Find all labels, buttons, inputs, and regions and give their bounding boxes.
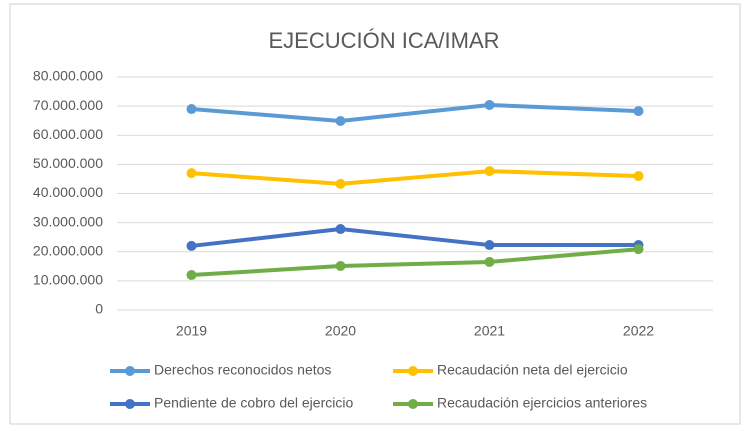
- series-marker: [186, 240, 197, 251]
- series-marker: [484, 99, 495, 110]
- y-tick-label: 70.000.000: [33, 97, 103, 113]
- x-tick-label: 2020: [325, 323, 356, 339]
- y-tick-label: 50.000.000: [33, 155, 103, 171]
- x-tick-label: 2022: [623, 323, 654, 339]
- legend-label: Pendiente de cobro del ejercicio: [154, 395, 353, 411]
- chart-title: EJECUCIÓN ICA/IMAR: [268, 28, 499, 53]
- y-tick-label: 60.000.000: [33, 126, 103, 142]
- series-marker: [335, 261, 346, 272]
- series-marker: [186, 104, 197, 115]
- series-line: [191, 169, 639, 186]
- series-marker: [484, 256, 495, 267]
- y-tick-label: 40.000.000: [33, 184, 103, 200]
- legend-marker: [125, 399, 135, 409]
- y-tick-label: 30.000.000: [33, 213, 103, 229]
- series-line: [191, 102, 639, 123]
- series-line: [191, 227, 639, 248]
- series-marker: [335, 115, 346, 126]
- x-tick-label: 2021: [474, 323, 505, 339]
- legend-marker: [125, 366, 135, 376]
- series-marker: [335, 178, 346, 189]
- series-marker: [633, 171, 644, 182]
- series-marker: [633, 106, 644, 117]
- series-marker: [186, 270, 197, 281]
- y-tick-label: 0: [95, 301, 103, 317]
- series-marker: [484, 166, 495, 177]
- x-tick-label: 2019: [176, 323, 207, 339]
- series-marker: [633, 244, 644, 255]
- chart-frame: [9, 3, 741, 425]
- series-marker: [484, 240, 495, 251]
- legend-label: Recaudación ejercicios anteriores: [437, 395, 647, 411]
- series-marker: [335, 224, 346, 235]
- legend-label: Recaudación neta del ejercicio: [437, 362, 628, 378]
- y-tick-label: 20.000.000: [33, 242, 103, 258]
- y-tick-label: 10.000.000: [33, 272, 103, 288]
- legend-marker: [408, 366, 418, 376]
- legend-label: Derechos reconocidos netos: [154, 362, 331, 378]
- legend-marker: [408, 399, 418, 409]
- series-marker: [186, 168, 197, 179]
- series-line: [191, 247, 639, 278]
- y-tick-label: 80.000.000: [33, 68, 103, 84]
